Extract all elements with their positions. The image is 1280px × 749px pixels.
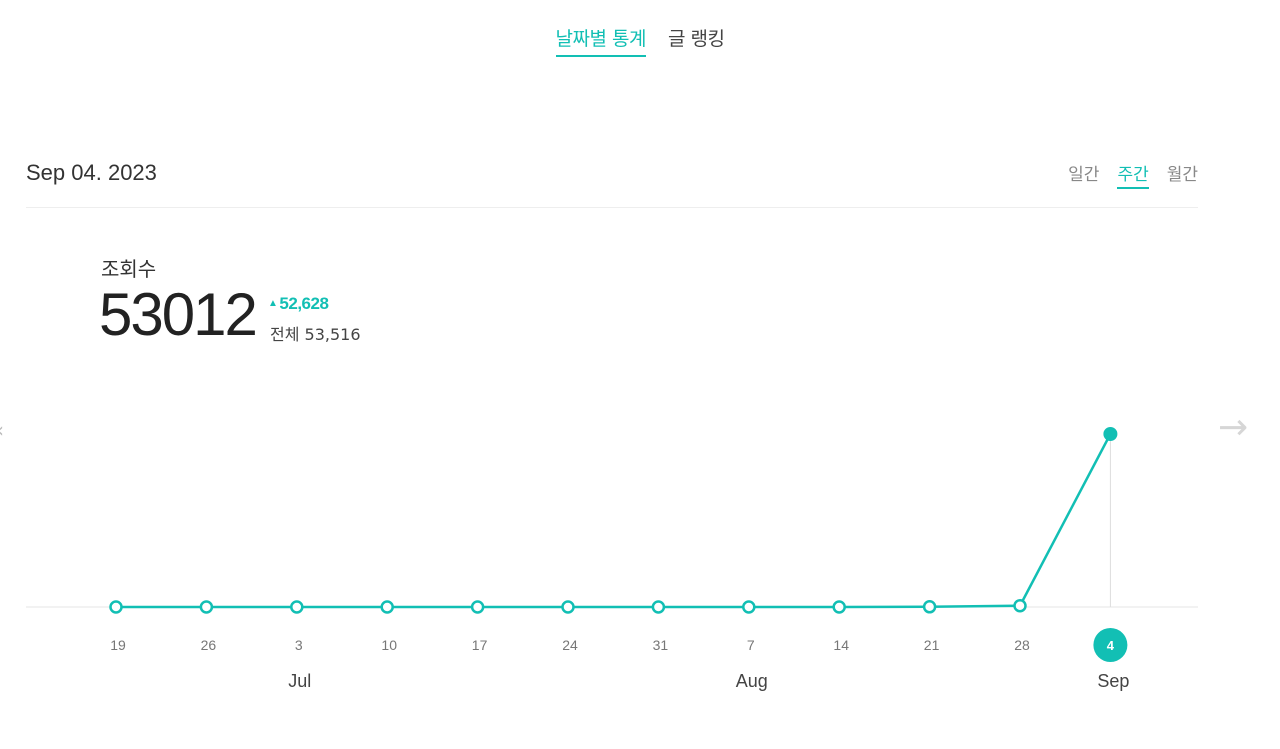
data-point — [651, 600, 666, 614]
arrow-right-icon[interactable]: → — [1218, 407, 1249, 448]
tab-post-ranking[interactable]: 글 랭킹 — [667, 28, 725, 50]
data-point — [832, 600, 846, 614]
current-date: Sep 04. 2023 — [26, 160, 157, 185]
selected-tick-badge — [1093, 628, 1128, 662]
metric-title: 조회수 — [101, 257, 157, 281]
x-tick-label: 21 — [924, 637, 940, 653]
period-monthly[interactable]: 월간 — [1166, 165, 1198, 185]
x-tick-label: 31 — [653, 637, 669, 653]
data-point — [199, 600, 214, 614]
x-tick-label: 17 — [472, 637, 488, 653]
x-tick-label: 28 — [1014, 637, 1030, 653]
stats-tabs: 날짜별 통계 글 랭킹 — [0, 24, 1280, 57]
date-header: Sep 04. 2023 일간 주간 월간 — [26, 158, 1198, 208]
data-point — [742, 600, 756, 614]
data-point — [1013, 598, 1027, 613]
data-point — [561, 600, 575, 614]
data-point — [109, 600, 123, 614]
data-point — [470, 600, 485, 614]
x-tick-label: 14 — [833, 637, 849, 653]
period-selector: 일간 주간 월간 — [1068, 160, 1198, 189]
data-point — [380, 600, 394, 614]
period-weekly[interactable]: 주간 — [1117, 160, 1149, 189]
up-triangle-icon: ▲ — [268, 298, 278, 309]
month-label: Jul — [288, 671, 311, 691]
x-tick-label: 26 — [201, 637, 217, 653]
x-tick-label: 19 — [110, 637, 126, 653]
x-tick-label: 7 — [747, 637, 755, 653]
metric-delta-value: 52,628 — [279, 294, 329, 313]
arrow-left-icon[interactable]: ‹ — [0, 418, 4, 442]
series-line — [116, 433, 1112, 609]
month-label: Aug — [736, 671, 768, 691]
x-tick-label: 24 — [562, 637, 578, 653]
tab-daily-stats[interactable]: 날짜별 통계 — [555, 24, 646, 57]
month-label: Sep — [1097, 671, 1129, 691]
x-tick-label: 4 — [1107, 638, 1115, 653]
metric-delta: ▲ 52,628 — [268, 294, 329, 314]
data-point — [290, 600, 304, 614]
x-tick-label: 10 — [381, 637, 397, 653]
data-point — [922, 600, 937, 614]
x-tick-label: 3 — [295, 637, 303, 653]
period-daily[interactable]: 일간 — [1068, 165, 1100, 185]
data-point-selected — [1103, 427, 1118, 441]
metric-total: 전체 53,516 — [270, 325, 361, 344]
metric-value: 53012 — [99, 281, 258, 348]
